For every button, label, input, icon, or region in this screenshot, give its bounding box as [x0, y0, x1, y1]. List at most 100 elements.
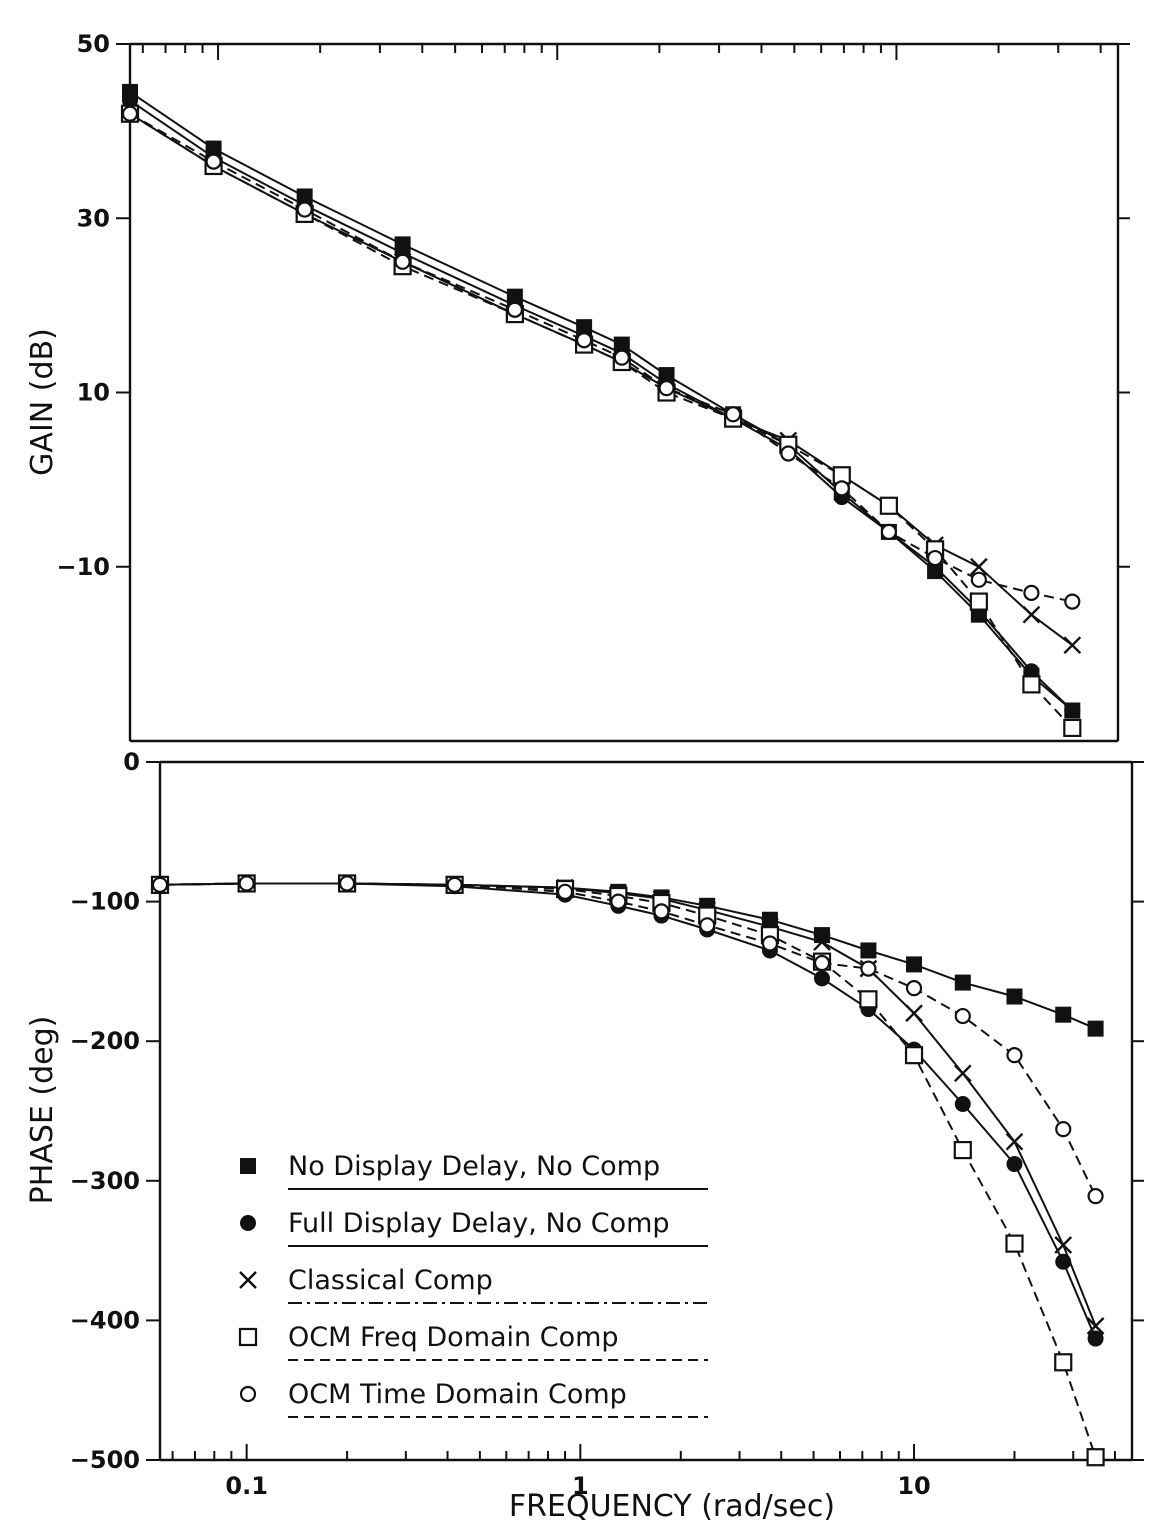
legend-label: Classical Comp — [288, 1265, 493, 1296]
data-point — [954, 1096, 971, 1113]
x-tick-label: 0.1 — [225, 1472, 268, 1500]
data-point — [446, 876, 463, 893]
data-point — [904, 1046, 924, 1065]
legend-marker — [240, 1215, 256, 1231]
data-point — [338, 875, 356, 892]
data-point — [1087, 1330, 1104, 1347]
data-point — [970, 557, 988, 576]
data-point — [905, 980, 923, 997]
phase-panel: 0 −100 −200 −300 −400 −500 0.1 1 10 — [70, 748, 1144, 1500]
legend-marker — [239, 1271, 257, 1289]
legend-marker — [240, 1158, 256, 1174]
y-tick-label: 10 — [77, 379, 110, 407]
data-point — [953, 1140, 972, 1160]
data-point — [1064, 593, 1081, 610]
data-point — [813, 933, 831, 951]
data-point — [658, 380, 675, 397]
frequency-axis-title: FREQUENCY (rad/sec) — [509, 1489, 835, 1524]
gain-axis-title: GAIN (dB) — [25, 328, 60, 476]
data-point — [1022, 675, 1041, 694]
data-point — [653, 903, 670, 920]
data-point — [969, 592, 988, 611]
data-point — [970, 571, 987, 588]
data-point — [860, 960, 877, 977]
x-tick-label: 10 — [897, 1472, 930, 1500]
legend-label: OCM Freq Domain Comp — [288, 1322, 619, 1353]
data-point — [506, 301, 523, 318]
series-line — [160, 882, 1097, 1197]
data-point — [1055, 1006, 1072, 1023]
data-point — [725, 406, 742, 423]
data-point — [238, 875, 255, 892]
y-tick-label: −400 — [70, 1306, 140, 1334]
data-point — [1087, 1020, 1104, 1037]
y-tick-label: −100 — [70, 888, 140, 916]
data-point — [1005, 1234, 1024, 1253]
data-point — [1086, 1317, 1105, 1335]
data-point — [1064, 702, 1081, 719]
data-point — [880, 523, 897, 541]
data-point — [1086, 1448, 1105, 1467]
legend-marker — [238, 1327, 258, 1347]
series-gain-1 — [122, 92, 1081, 719]
series-gain-0 — [122, 83, 1081, 719]
y-tick-label: −300 — [70, 1167, 140, 1195]
data-point — [780, 445, 797, 462]
data-point — [1006, 1156, 1023, 1173]
data-point — [205, 153, 222, 170]
y-tick-label: 30 — [77, 204, 110, 232]
data-point — [1063, 718, 1082, 738]
y-tick-label: 50 — [77, 30, 110, 58]
data-point — [610, 893, 627, 910]
series-phase-4 — [151, 875, 1104, 1205]
data-point — [1023, 584, 1040, 601]
series-line — [130, 112, 1074, 729]
data-point — [1006, 1047, 1023, 1064]
data-point — [613, 349, 630, 366]
data-point — [1006, 988, 1023, 1005]
y-tick-label: −200 — [70, 1027, 140, 1055]
data-point — [121, 105, 139, 122]
data-point — [1055, 1121, 1072, 1138]
legend-marker — [239, 1385, 257, 1403]
data-point — [1054, 1353, 1073, 1372]
data-point — [813, 954, 831, 972]
data-point — [576, 332, 593, 349]
data-point — [879, 496, 898, 515]
data-point — [761, 935, 779, 952]
series-line — [130, 112, 1073, 647]
data-point — [1063, 636, 1082, 655]
data-point — [833, 480, 850, 497]
y-tick-label: −500 — [70, 1446, 140, 1474]
data-point — [954, 974, 971, 991]
series-line — [130, 99, 1073, 712]
data-point — [926, 549, 944, 567]
data-point — [859, 990, 878, 1009]
data-point — [954, 1007, 971, 1025]
data-point — [296, 201, 313, 218]
legend-label: Full Display Delay, No Comp — [288, 1208, 670, 1239]
legend-label: No Display Delay, No Comp — [288, 1151, 660, 1182]
legend: No Display Delay, No Comp Full Display De… — [238, 1151, 708, 1418]
data-point — [699, 917, 716, 934]
data-point — [860, 942, 877, 959]
series-line — [130, 91, 1073, 712]
data-point — [556, 883, 574, 900]
data-point — [1054, 1236, 1073, 1254]
data-point — [953, 1064, 972, 1083]
x-tick-label: 1 — [572, 1472, 589, 1500]
data-point — [1022, 605, 1041, 624]
data-point — [906, 956, 923, 973]
data-point — [905, 1004, 923, 1023]
series-line — [160, 882, 1096, 1030]
y-tick-label: −10 — [56, 553, 110, 581]
series-gain-3 — [120, 104, 1082, 738]
legend-label: OCM Time Domain Comp — [288, 1379, 627, 1410]
gain-panel: 50 30 10 −10 — [56, 30, 1130, 743]
data-point — [814, 970, 831, 987]
series-gain-4 — [121, 105, 1081, 610]
data-point — [1087, 1188, 1104, 1205]
data-point — [1005, 1132, 1024, 1151]
